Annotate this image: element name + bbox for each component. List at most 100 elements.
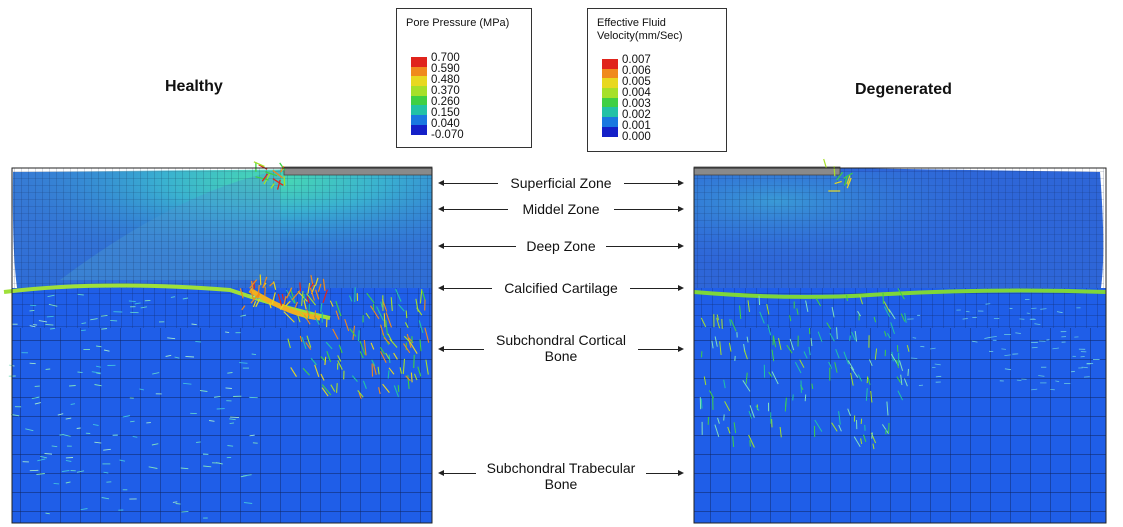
right-arrow <box>614 206 684 212</box>
zone-superficial-row: Superficial Zone <box>438 174 684 192</box>
velocity-arrow <box>70 403 76 405</box>
zone-calcified-label: Calcified Cartilage <box>438 279 684 297</box>
velocity-arrow <box>255 176 269 181</box>
velocity-arrow <box>826 322 832 330</box>
velocity-arrow <box>403 335 412 344</box>
velocity-arrow <box>836 171 844 181</box>
healthy-model-mesh <box>3 161 433 524</box>
velocity-arrow <box>407 374 410 389</box>
zone-superficial-label: Superficial Zone <box>438 174 684 192</box>
velocity-arrow <box>748 434 755 448</box>
velocity-arrow <box>252 301 257 308</box>
velocity-arrow <box>1038 375 1045 377</box>
velocity-arrow <box>314 310 317 320</box>
velocity-arrow <box>335 300 342 317</box>
velocity-arrow <box>729 319 732 326</box>
velocity-arrow <box>405 375 411 382</box>
velocity-arrow <box>309 287 315 301</box>
velocity-arrow <box>307 282 311 294</box>
legend-label: 0.480 <box>431 74 460 86</box>
velocity-arrow <box>730 319 737 332</box>
legend-color-swatch <box>602 117 618 127</box>
velocity-arrow <box>881 424 890 435</box>
velocity-arrow <box>167 337 176 340</box>
velocity-arrow <box>380 301 383 308</box>
velocity-arrow <box>40 455 48 459</box>
velocity-arrow <box>96 372 101 375</box>
velocity-arrow <box>716 317 721 329</box>
velocity-arrow <box>359 351 364 359</box>
velocity-arrow <box>717 417 720 424</box>
velocity-arrow <box>261 173 269 182</box>
velocity-arrow <box>94 441 102 444</box>
velocity-arrow <box>385 320 388 336</box>
velocity-arrow <box>303 300 307 310</box>
velocity-arrow <box>65 459 72 462</box>
velocity-arrow <box>817 331 823 342</box>
velocity-arrow <box>836 327 838 340</box>
velocity-arrow <box>276 179 281 190</box>
velocity-arrow <box>46 315 54 318</box>
velocity-arrow <box>850 366 859 378</box>
velocity-arrow <box>857 374 863 382</box>
legend-label: 0.006 <box>622 65 651 77</box>
velocity-arrow <box>277 293 283 306</box>
velocity-arrow <box>130 420 135 423</box>
legend-label: 0.007 <box>622 54 651 66</box>
velocity-arrow <box>786 344 793 354</box>
legend-label: 0.004 <box>622 87 651 99</box>
velocity-arrow <box>80 508 88 511</box>
velocity-arrow <box>337 360 343 370</box>
velocity-arrow <box>195 340 202 343</box>
velocity-arrow <box>366 292 375 304</box>
velocity-arrow <box>874 348 878 360</box>
velocity-arrow <box>225 331 230 334</box>
velocity-arrow <box>721 318 723 329</box>
zone-middle-row: Middel Zone <box>438 200 684 218</box>
velocity-arrow <box>291 290 301 301</box>
velocity-arrow <box>65 481 71 484</box>
velocity-arrow <box>281 293 285 300</box>
velocity-arrow <box>395 288 402 302</box>
velocity-arrow <box>1004 368 1011 371</box>
velocity-arrow <box>76 470 85 473</box>
velocity-arrow <box>419 289 423 304</box>
velocity-arrow <box>262 276 268 289</box>
velocity-arrow <box>96 345 102 348</box>
velocity-arrow <box>814 419 823 432</box>
velocity-arrow <box>119 459 126 462</box>
zone-cortical-text-line2: Bone <box>544 348 578 364</box>
degenerated-cartilage-grid <box>694 168 1104 288</box>
velocity-arrow <box>203 465 212 468</box>
velocity-arrow <box>307 304 310 319</box>
velocity-arrow <box>831 422 838 432</box>
healthy-interface-hotspot <box>248 287 321 321</box>
legend-label: 0.002 <box>622 109 651 121</box>
velocity-arrow <box>767 324 772 336</box>
velocity-arrow <box>321 384 332 396</box>
velocity-arrow <box>771 371 779 385</box>
legend-color-swatch <box>602 68 618 79</box>
velocity-arrow <box>371 359 376 367</box>
velocity-arrow <box>857 310 862 317</box>
velocity-arrow <box>239 362 248 364</box>
velocity-arrow <box>850 372 854 386</box>
velocity-arrow <box>804 394 807 402</box>
velocity-arrow <box>387 370 390 379</box>
fluid-velocity-legend-title-line2: Velocity(mm/Sec) <box>597 30 683 42</box>
velocity-arrow <box>139 388 144 391</box>
velocity-arrow <box>283 176 286 186</box>
velocity-arrow <box>402 358 406 374</box>
left-arrow <box>438 470 476 476</box>
velocity-arrow <box>747 300 750 312</box>
velocity-arrow <box>31 396 40 400</box>
velocity-arrow <box>358 392 362 399</box>
velocity-arrow <box>336 383 338 393</box>
velocity-arrow <box>784 397 787 412</box>
velocity-arrow <box>271 292 276 305</box>
legend-color-swatch <box>411 95 427 106</box>
zone-trabecular-text-line2: Bone <box>544 476 578 492</box>
fluid-velocity-legend-title: Effective Fluid Velocity(mm/Sec) <box>597 17 683 43</box>
velocity-arrow <box>269 281 275 287</box>
velocity-arrow <box>325 341 333 350</box>
